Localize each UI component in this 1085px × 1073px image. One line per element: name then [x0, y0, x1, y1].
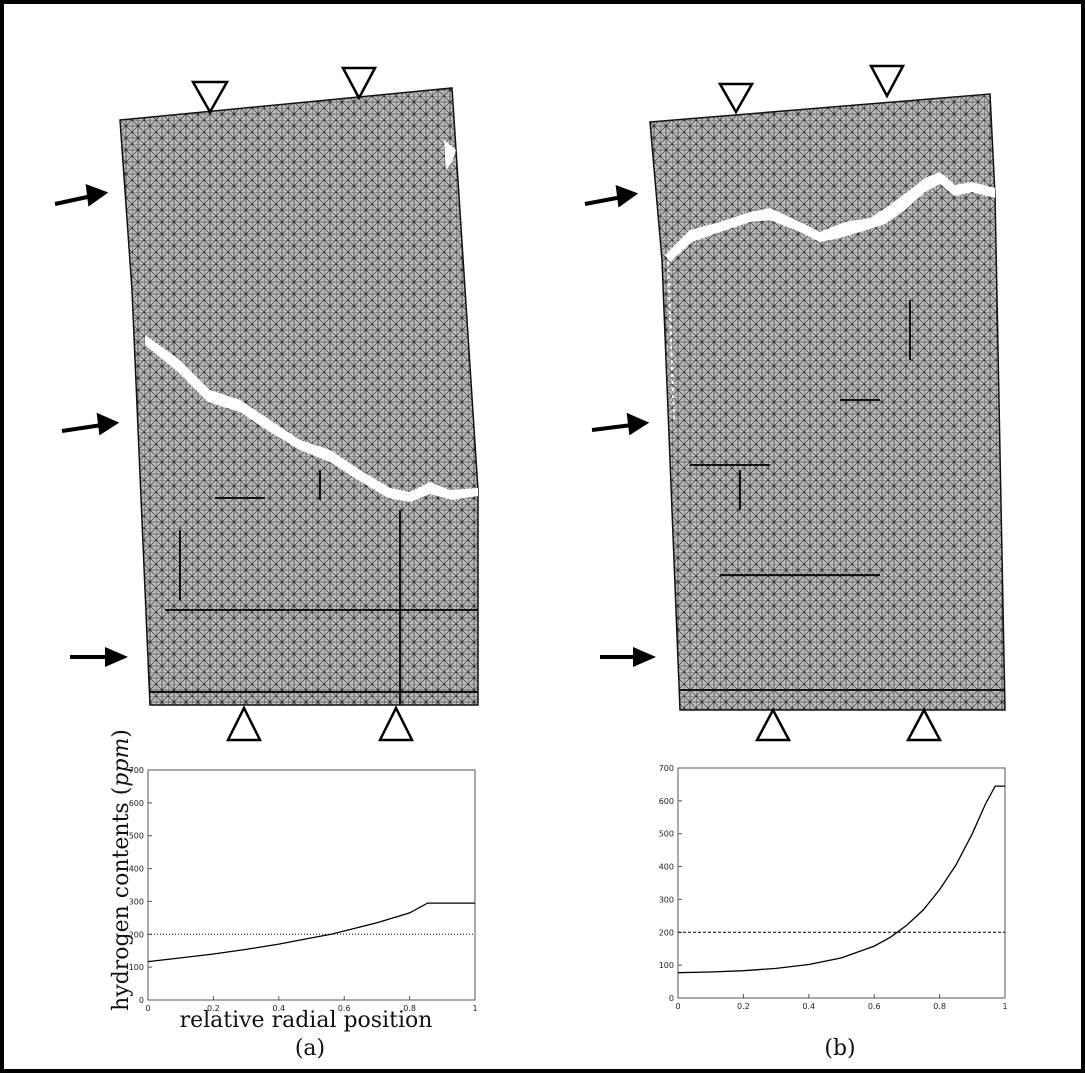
mesh-body	[649, 93, 1006, 711]
y-tick-label: 100	[659, 961, 674, 970]
caption-b: (b)	[824, 1036, 855, 1061]
y-tick-label: 0	[669, 994, 674, 1003]
supports	[190, 64, 943, 742]
top-support-triangle-icon	[868, 64, 906, 99]
plot-a: 0 100 200 300 400 500 600 700 0 0.2 0.4 0.6 0.8 1	[129, 766, 478, 1013]
bottom-support-triangle-icon	[905, 707, 943, 742]
load-arrow-icon	[85, 183, 109, 207]
top-support-triangle-icon	[717, 82, 755, 115]
y-tick-label: 500	[129, 832, 144, 841]
mesh-body	[119, 87, 479, 706]
x-axis-label: relative radial position	[180, 1008, 433, 1033]
y-tick-label: 300	[129, 897, 144, 906]
top-support-triangle-icon	[340, 66, 378, 101]
hydrogen-profile-line	[147, 902, 475, 963]
y-tick-label: 0	[139, 996, 144, 1005]
top-support-triangle-icon	[190, 80, 230, 115]
x-tick-label: 0.2	[737, 1002, 750, 1011]
load-arrow-icon	[633, 646, 656, 668]
load-arrow-icon	[96, 412, 120, 436]
mesh-panel-b	[649, 93, 1006, 711]
plot-frame	[147, 769, 476, 1001]
load-arrow-icon	[626, 412, 650, 436]
x-tick-label: 1	[1002, 1002, 1007, 1011]
y-tick-label: 500	[659, 830, 674, 839]
bottom-support-triangle-icon	[754, 707, 792, 742]
y-tick-label: 700	[659, 764, 674, 773]
x-tick-label: 0.4	[272, 1004, 285, 1013]
x-tick-label: 0.6	[868, 1002, 881, 1011]
caption-a: (a)	[295, 1036, 325, 1061]
x-tick-label: 0	[675, 1002, 680, 1011]
bottom-support-triangle-icon	[225, 705, 263, 742]
x-tick-label: 0.8	[403, 1004, 416, 1013]
x-tick-label: 0.4	[802, 1002, 815, 1011]
y-tick-label: 400	[129, 865, 144, 874]
x-tick-label: 0.6	[338, 1004, 351, 1013]
hydrogen-profile-line	[677, 785, 1005, 974]
y-tick-label: 200	[659, 928, 674, 937]
x-tick-label: 0.8	[933, 1002, 946, 1011]
y-tick-label: 100	[129, 963, 144, 972]
load-arrows	[54, 183, 656, 668]
load-arrow-icon	[615, 184, 639, 208]
y-tick-label: 600	[129, 799, 144, 808]
load-arrow-icon	[105, 646, 128, 668]
plot-b: 0 100 200 300 400 500 600 700 0 0.2 0.4 0.6 0.8 1	[659, 764, 1008, 1011]
bottom-support-triangle-icon	[377, 705, 415, 742]
y-tick-label: 300	[659, 895, 674, 904]
crack	[665, 172, 995, 262]
plot-frame	[677, 767, 1006, 999]
y-tick-label: 600	[659, 797, 674, 806]
mesh-panel-a	[119, 87, 479, 706]
y-tick-label: 200	[129, 930, 144, 939]
y-axis-label: hydrogen contents (ppm)	[109, 729, 134, 1011]
x-tick-label: 0	[145, 1004, 150, 1013]
x-tick-label: 1	[472, 1004, 477, 1013]
x-tick-label: 0.2	[207, 1004, 220, 1013]
y-tick-label: 700	[129, 766, 144, 775]
y-tick-label: 400	[659, 863, 674, 872]
